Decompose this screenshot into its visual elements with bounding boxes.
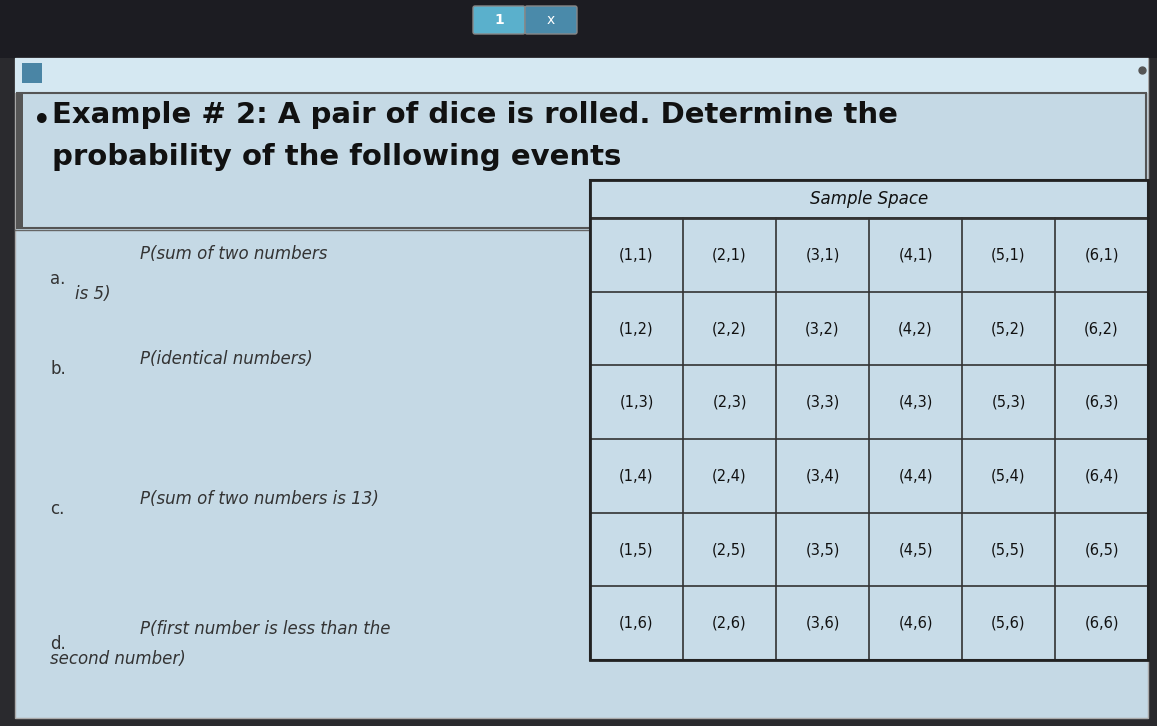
Text: (6,3): (6,3) <box>1084 395 1119 409</box>
Bar <box>15 58 1148 93</box>
Text: (1,4): (1,4) <box>619 468 654 484</box>
Bar <box>22 63 42 83</box>
Text: is 5): is 5) <box>75 285 111 303</box>
Text: P(sum of two numbers: P(sum of two numbers <box>140 245 327 263</box>
Text: x: x <box>547 13 555 27</box>
Text: (3,2): (3,2) <box>805 321 840 336</box>
Text: (3,1): (3,1) <box>805 248 840 262</box>
Text: b.: b. <box>50 360 66 378</box>
Text: (3,6): (3,6) <box>805 616 840 631</box>
Text: a.: a. <box>50 270 66 288</box>
Text: (4,2): (4,2) <box>898 321 933 336</box>
Text: Sample Space: Sample Space <box>810 190 928 208</box>
Text: P(sum of two numbers is 13): P(sum of two numbers is 13) <box>140 490 378 508</box>
Text: (3,3): (3,3) <box>805 395 840 409</box>
Text: (5,4): (5,4) <box>992 468 1026 484</box>
Bar <box>17 93 1145 228</box>
Text: c.: c. <box>50 500 65 518</box>
Text: (2,1): (2,1) <box>713 248 746 262</box>
FancyBboxPatch shape <box>473 6 525 34</box>
Text: (1,2): (1,2) <box>619 321 654 336</box>
Text: (4,6): (4,6) <box>898 616 933 631</box>
Text: (3,4): (3,4) <box>805 468 840 484</box>
Text: (5,6): (5,6) <box>992 616 1026 631</box>
Text: second number): second number) <box>50 650 186 668</box>
Text: (6,6): (6,6) <box>1084 616 1119 631</box>
Text: (5,5): (5,5) <box>992 542 1026 557</box>
Text: P(first number is less than the: P(first number is less than the <box>140 620 391 638</box>
Text: d.: d. <box>50 635 66 653</box>
Text: (5,2): (5,2) <box>992 321 1026 336</box>
Text: (4,5): (4,5) <box>898 542 933 557</box>
Text: (1,5): (1,5) <box>619 542 654 557</box>
Text: P(identical numbers): P(identical numbers) <box>140 350 312 368</box>
Bar <box>590 180 1148 660</box>
Text: (6,2): (6,2) <box>1084 321 1119 336</box>
Text: (2,2): (2,2) <box>712 321 747 336</box>
Text: (4,3): (4,3) <box>898 395 933 409</box>
Text: (4,1): (4,1) <box>898 248 933 262</box>
Text: (5,1): (5,1) <box>992 248 1026 262</box>
Text: probability of the following events: probability of the following events <box>52 143 621 171</box>
Bar <box>17 93 23 228</box>
Text: (2,5): (2,5) <box>713 542 746 557</box>
Bar <box>0 0 1157 58</box>
Text: (4,4): (4,4) <box>898 468 933 484</box>
Text: (5,3): (5,3) <box>992 395 1026 409</box>
Text: (6,5): (6,5) <box>1084 542 1119 557</box>
Text: (6,1): (6,1) <box>1084 248 1119 262</box>
Text: (6,4): (6,4) <box>1084 468 1119 484</box>
Text: (1,6): (1,6) <box>619 616 654 631</box>
Text: (1,1): (1,1) <box>619 248 654 262</box>
Text: (1,3): (1,3) <box>619 395 654 409</box>
Text: 1: 1 <box>494 13 504 27</box>
FancyBboxPatch shape <box>525 6 577 34</box>
Bar <box>590 180 1148 660</box>
Text: •: • <box>32 105 52 138</box>
Text: (2,4): (2,4) <box>713 468 746 484</box>
Text: (2,6): (2,6) <box>713 616 746 631</box>
Text: (3,5): (3,5) <box>805 542 840 557</box>
Text: (2,3): (2,3) <box>713 395 746 409</box>
Text: Example # 2: A pair of dice is rolled. Determine the: Example # 2: A pair of dice is rolled. D… <box>52 101 898 129</box>
